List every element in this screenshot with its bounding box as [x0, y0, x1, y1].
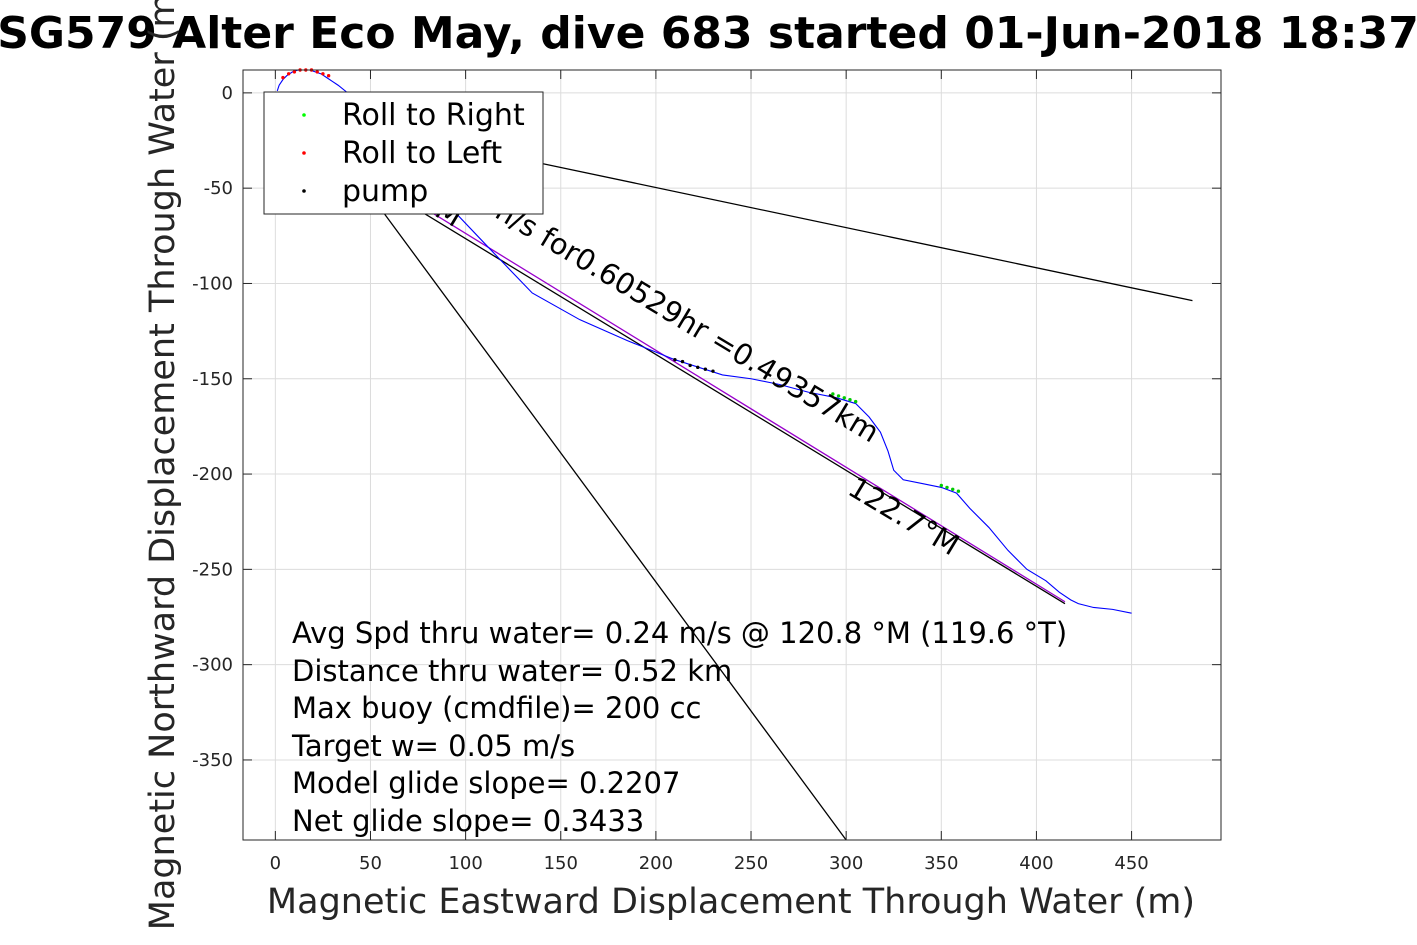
y-tick-label: -250: [192, 559, 233, 580]
roll-right-point: [831, 392, 835, 396]
legend-label-pump: pump: [342, 174, 428, 209]
chart-title: SG579 Alter Eco May, dive 683 started 01…: [0, 8, 1417, 59]
x-tick-label: 50: [359, 853, 382, 874]
legend-box: [263, 91, 544, 215]
roll-left-point: [315, 70, 319, 74]
roll-left-point: [326, 74, 331, 78]
heading-line-1: [360, 168, 1066, 603]
y-axis-label: Magnetic Northward Displacement Through …: [143, 0, 183, 930]
stat-target-w: Target w= 0.05 m/s: [291, 729, 575, 763]
plot-markers: [281, 68, 961, 493]
roll-right-point: [842, 396, 846, 400]
heading-line-4: [351, 168, 1066, 605]
y-tick-label: -100: [192, 273, 233, 294]
heading-annotation-2: m/s for0.60529hr =0.49357km: [481, 188, 885, 449]
pump-point: [711, 369, 715, 373]
roll-left-point: [286, 72, 291, 76]
pump-point: [703, 367, 708, 371]
x-tick-label: 450: [1114, 853, 1148, 874]
plot-frame: [242, 69, 1222, 841]
heading-annotations: 122.7°Mm/s for0.60529hr =0.49357kmM: [430, 188, 965, 562]
legend-label-roll-right: Roll to Right: [342, 98, 525, 133]
legend: Roll to Right Roll to Left pump: [263, 91, 544, 215]
pump-point: [696, 365, 700, 370]
y-tick-label: -350: [192, 750, 233, 771]
legend-marker-pump: [302, 189, 306, 193]
roll-right-point: [848, 398, 852, 402]
y-tick-label: -50: [204, 178, 233, 199]
roll-left-point: [281, 75, 285, 80]
y-tick-label: -200: [192, 464, 233, 485]
roll-right-point: [956, 489, 961, 493]
roll-right-point: [939, 483, 943, 488]
x-axis-label: Magnetic Eastward Displacement Through W…: [267, 882, 1195, 922]
roll-right-point: [836, 394, 841, 398]
x-tick-label: 400: [1019, 853, 1053, 874]
roll-right-point: [853, 399, 858, 404]
stat-max-buoy: Max buoy (cmdfile)= 200 cc: [292, 691, 701, 725]
pump-point: [688, 363, 692, 368]
x-tick-label: 350: [924, 853, 958, 874]
x-tick-label: 0: [270, 853, 281, 874]
legend-label-roll-left: Roll to Left: [342, 136, 502, 171]
stat-net-glide-slope: Net glide slope= 0.3433: [292, 804, 644, 838]
x-tick-label: 100: [448, 853, 482, 874]
pump-point: [673, 358, 677, 362]
x-tick-label: 300: [829, 853, 863, 874]
y-tick-label: -300: [192, 655, 233, 676]
legend-marker-roll-left: [302, 151, 306, 155]
roll-left-point: [292, 70, 297, 74]
track-line: [276, 69, 1132, 614]
dive-statistics: Avg Spd thru water= 0.24 m/s @ 120.8 °M …: [291, 616, 1067, 838]
x-tick-label: 250: [734, 853, 768, 874]
roll-left-point: [321, 72, 325, 76]
y-tick-label: 0: [222, 83, 233, 104]
plot-series: [276, 69, 1193, 841]
x-tick-label: 200: [639, 853, 673, 874]
stat-model-glide-slope: Model glide slope= 0.2207: [292, 766, 680, 800]
y-tick-label: -150: [192, 369, 233, 390]
legend-marker-roll-right: [302, 113, 306, 117]
roll-right-point: [951, 487, 955, 492]
stat-distance: Distance thru water= 0.52 km: [292, 654, 732, 688]
roll-right-point: [945, 485, 949, 490]
heading-line-3: [350, 168, 847, 841]
x-tick-label: 150: [544, 853, 578, 874]
axis-ticks: 0 50 100 150 200 250 300 350 400 450 0 -50 -100 -150 -…: [192, 70, 1221, 874]
stat-avg-speed: Avg Spd thru water= 0.24 m/s @ 120.8 °M …: [292, 616, 1067, 650]
heading-annotation-1: 122.7°M: [843, 470, 966, 562]
pump-point: [680, 359, 685, 364]
